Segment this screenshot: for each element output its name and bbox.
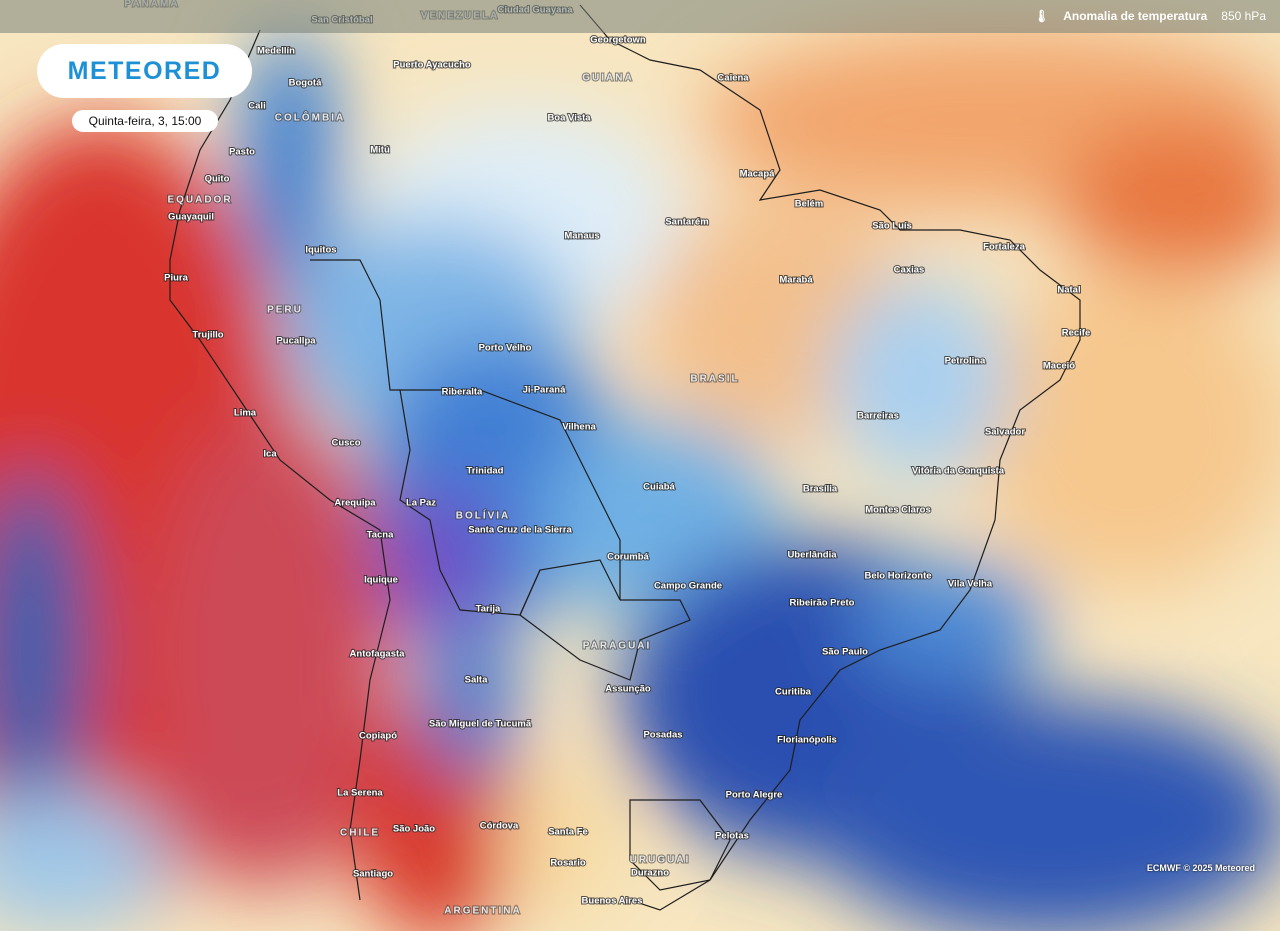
city-label: Barreiras xyxy=(857,411,899,422)
country-label: URUGUAI xyxy=(630,855,691,866)
thermometer-icon: 🌡 xyxy=(1034,9,1050,23)
city-label: Cusco xyxy=(331,438,360,449)
city-label: La Paz xyxy=(406,498,436,509)
city-label: Buenos Aires xyxy=(582,896,643,907)
city-label: Corumbá xyxy=(607,552,649,563)
city-label: Trujillo xyxy=(192,330,223,341)
city-label: Ribeirão Preto xyxy=(790,598,855,609)
city-label: Caiena xyxy=(717,73,749,84)
city-label: Puerto Ayacucho xyxy=(393,60,471,71)
city-label: Georgetown xyxy=(590,35,646,46)
city-label: Belo Horizonte xyxy=(864,571,931,582)
city-label: Caxias xyxy=(894,265,925,276)
city-label: Assunção xyxy=(605,684,651,695)
city-label: Macapá xyxy=(740,169,776,180)
city-label: Iquique xyxy=(364,575,398,586)
city-label: Boa Vista xyxy=(547,113,591,124)
pressure-level: 850 hPa xyxy=(1221,9,1266,23)
city-label: Copiapó xyxy=(359,731,397,742)
city-label: Campo Grande xyxy=(654,581,722,592)
city-label: Cuiabá xyxy=(643,482,675,493)
country-label: BOLÍVIA xyxy=(456,509,511,522)
temperature-field xyxy=(0,30,1280,931)
city-label: São Paulo xyxy=(822,647,868,658)
city-label: Posadas xyxy=(643,730,682,741)
borders xyxy=(169,4,1081,911)
city-label: Marabá xyxy=(779,275,813,286)
city-label: Medellín xyxy=(257,46,295,57)
city-label: Arequipa xyxy=(334,498,376,509)
country-label: ARGENTINA xyxy=(444,906,521,917)
city-label: Curitiba xyxy=(775,687,812,698)
city-label: Manaus xyxy=(564,231,599,242)
city-label: Córdova xyxy=(480,821,519,832)
country-label: PERU xyxy=(267,305,303,316)
city-label: Tarija xyxy=(476,604,501,615)
city-label: Quito xyxy=(205,174,230,185)
city-label: Rosario xyxy=(550,858,586,869)
city-label: Porto Velho xyxy=(479,343,532,354)
city-label: Trinidad xyxy=(467,466,504,477)
city-label: Salta xyxy=(465,675,488,686)
city-label: Pasto xyxy=(229,147,255,158)
city-label: Belém xyxy=(795,199,824,210)
city-label: Bogotá xyxy=(289,78,322,89)
city-label: Salvador xyxy=(985,427,1025,438)
city-label: Petrolina xyxy=(945,356,986,367)
city-label: Natal xyxy=(1057,285,1080,296)
city-label: Brasília xyxy=(803,484,838,495)
country-label: CHILE xyxy=(340,828,380,839)
city-label: Fortaleza xyxy=(983,242,1025,253)
labels: PANAMÁVENEZUELAGUIANACOLÔMBIAEQUADORPERU… xyxy=(123,0,1091,918)
legend-title: Anomalia de temperatura xyxy=(1063,9,1208,23)
city-label: Tacna xyxy=(367,530,394,541)
city-label: Uberlândia xyxy=(787,550,837,561)
city-label: Santarém xyxy=(665,217,708,228)
city-label: Cali xyxy=(248,101,265,112)
city-label: Santa Fe xyxy=(548,827,588,838)
city-label: Lima xyxy=(234,408,257,419)
city-label: Antofagasta xyxy=(350,649,406,660)
city-label: La Serena xyxy=(337,788,383,799)
country-label: COLÔMBIA xyxy=(275,111,345,124)
city-label: Iquitos xyxy=(305,245,336,256)
city-label: Ji-Paraná xyxy=(523,385,566,396)
city-label: São Luís xyxy=(872,221,912,232)
legend: 🌡 Anomalia de temperatura 850 hPa xyxy=(1034,9,1266,23)
timestamp: Quinta-feira, 3, 15:00 xyxy=(72,110,218,132)
city-label: São João xyxy=(393,824,435,835)
city-label: Ica xyxy=(263,449,277,460)
logo[interactable]: METEORED xyxy=(37,44,252,98)
credit: ECMWF © 2025 Meteored xyxy=(1146,863,1255,873)
city-label: Santa Cruz de la Sierra xyxy=(468,525,572,536)
top-bar: 🌡 Anomalia de temperatura 850 hPa xyxy=(0,0,1280,33)
city-label: Recife xyxy=(1062,328,1091,339)
country-label: BRASIL xyxy=(690,374,739,385)
city-label: Riberalta xyxy=(442,387,483,398)
city-label: Maceió xyxy=(1043,361,1075,372)
city-label: Mitú xyxy=(370,145,390,156)
country-label: PARAGUAI xyxy=(583,641,652,652)
city-label: Santiago xyxy=(353,869,393,880)
city-label: Durazno xyxy=(631,868,669,879)
city-label: Vitória da Conquista xyxy=(912,466,1005,477)
city-label: Piura xyxy=(164,273,188,284)
city-label: Vilhena xyxy=(562,422,596,433)
city-label: Guayaquil xyxy=(168,212,214,223)
country-label: EQUADOR xyxy=(167,195,232,206)
city-label: Florianópolis xyxy=(777,735,837,746)
city-label: São Miguel de Tucumã xyxy=(429,719,532,730)
city-label: Montes Claros xyxy=(865,505,930,516)
city-label: Pucallpa xyxy=(276,336,316,347)
city-label: Vila Velha xyxy=(948,579,993,590)
city-label: Porto Alegre xyxy=(726,790,783,801)
country-label: GUIANA xyxy=(582,73,633,84)
city-label: Pelotas xyxy=(715,831,749,842)
